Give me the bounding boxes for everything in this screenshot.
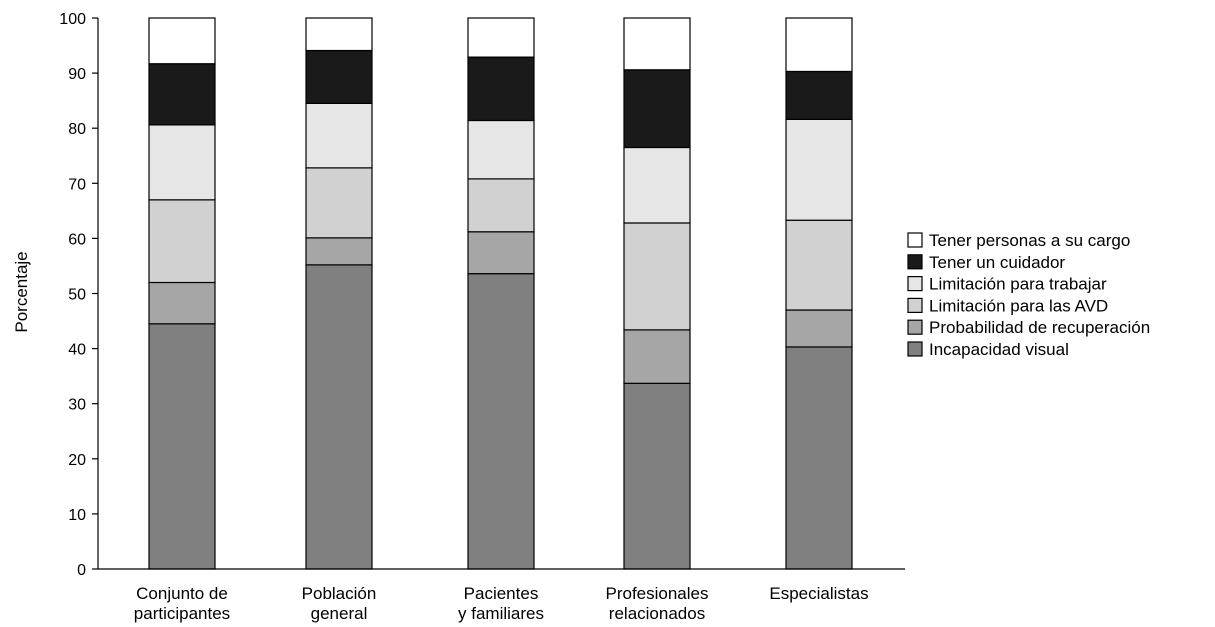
y-tick-label: 100 <box>59 11 86 28</box>
bar-segment-limitacion-para-trabajar-1 <box>148 124 216 201</box>
y-tick-label: 80 <box>68 121 86 138</box>
legend-label: Incapacidad visual <box>929 340 1069 359</box>
y-tick-label: 40 <box>68 342 86 359</box>
legend-swatch <box>907 319 923 335</box>
legend-swatch <box>907 341 923 357</box>
x-category-label: Especialistas <box>769 584 868 603</box>
legend-label: Limitación para las AVD <box>929 296 1108 315</box>
y-tick-label: 50 <box>68 287 86 304</box>
bar-segment-limitacion-para-trabajar-3 <box>467 119 535 180</box>
bar-segment-tener-un-cuidador-1 <box>148 63 216 126</box>
legend-swatch <box>907 297 923 313</box>
y-axis-title: Porcentaje <box>12 251 31 332</box>
y-tick-label: 90 <box>68 66 86 83</box>
legend-item-limitacion-para-trabajar: Limitación para trabajar <box>907 275 1107 294</box>
bar-segment-tener-un-cuidador-2 <box>305 49 373 105</box>
y-tick-label: 10 <box>68 507 86 524</box>
y-tick-label: 0 <box>77 562 86 579</box>
bar-segment-incapacidad-visual-1 <box>148 323 216 570</box>
bar-segment-limitacion-para-las-avd-5 <box>785 219 853 311</box>
bar-segment-tener-un-cuidador-4 <box>623 69 691 149</box>
x-category-label: Conjunto de participantes <box>134 584 230 623</box>
legend-item-limitacion-para-las-avd: Limitación para las AVD <box>907 296 1108 315</box>
y-tick-label: 70 <box>68 176 86 193</box>
x-axis: Conjunto de participantes Población general… <box>98 568 905 623</box>
y-tick-label: 30 <box>68 397 86 414</box>
bar-segment-incapacidad-visual-4 <box>623 382 691 570</box>
legend-label: Probabilidad de recuperación <box>929 318 1150 337</box>
bar-segment-probabilidad-de-recuperacion-4 <box>623 329 691 384</box>
legend-item-incapacidad-visual: Incapacidad visual <box>907 340 1069 359</box>
bar-segment-limitacion-para-las-avd-2 <box>305 167 373 239</box>
bar-segment-incapacidad-visual-2 <box>305 264 373 570</box>
legend-item-tener-personas-a-su-cargo: Tener personas a su cargo <box>907 231 1130 250</box>
legend-label: Limitación para trabajar <box>929 275 1107 294</box>
legend-swatch <box>907 232 923 248</box>
x-category-label: Pacientes y familiares <box>458 584 544 623</box>
bar-stack-pacientes-y-familiares <box>467 17 535 570</box>
bar-segment-probabilidad-de-recuperacion-5 <box>785 309 853 348</box>
legend-label: Tener un cuidador <box>929 253 1065 272</box>
bar-stack-especialistas <box>785 17 853 570</box>
bar-segment-limitacion-para-trabajar-2 <box>305 102 373 169</box>
x-category-label: Profesionales relacionados <box>605 584 708 623</box>
bar-segment-tener-un-cuidador-3 <box>467 56 535 122</box>
legend-label: Tener personas a su cargo <box>929 231 1130 250</box>
bar-segment-probabilidad-de-recuperacion-3 <box>467 231 535 275</box>
legend-swatch <box>907 254 923 270</box>
bar-segment-tener-personas-a-su-cargo-3 <box>467 17 535 58</box>
bar-segment-incapacidad-visual-5 <box>785 346 853 570</box>
bar-stack-poblacion-general <box>305 17 373 570</box>
bar-segment-limitacion-para-trabajar-4 <box>623 146 691 224</box>
x-category-label: Población general <box>302 584 377 623</box>
bar-segment-tener-personas-a-su-cargo-2 <box>305 17 373 52</box>
bar-segment-incapacidad-visual-3 <box>467 273 535 570</box>
bar-segment-tener-personas-a-su-cargo-4 <box>623 17 691 71</box>
legend-item-probabilidad-de-recuperacion: Probabilidad de recuperación <box>907 318 1150 337</box>
y-tick-label: 20 <box>68 452 86 469</box>
legend-swatch <box>907 276 923 292</box>
bar-segment-limitacion-para-las-avd-1 <box>148 199 216 284</box>
bar-segment-tener-personas-a-su-cargo-5 <box>785 17 853 73</box>
legend-item-tener-un-cuidador: Tener un cuidador <box>907 253 1065 272</box>
y-axis: 0 10 20 30 40 50 60 70 80 90 100 <box>59 11 99 579</box>
plot-area <box>148 17 853 570</box>
bar-segment-probabilidad-de-recuperacion-1 <box>148 281 216 325</box>
bar-stack-profesionales-relacionados <box>623 17 691 570</box>
y-tick-label: 60 <box>68 231 86 248</box>
bar-segment-limitacion-para-las-avd-3 <box>467 178 535 233</box>
bar-segment-tener-personas-a-su-cargo-1 <box>148 17 216 65</box>
bar-stack-conjunto-de-participantes <box>148 17 216 570</box>
bar-segment-limitacion-para-las-avd-4 <box>623 222 691 331</box>
legend: Tener personas a su cargo Tener un cuidad… <box>907 231 1150 359</box>
bar-segment-tener-un-cuidador-5 <box>785 70 853 120</box>
bar-segment-probabilidad-de-recuperacion-2 <box>305 237 373 266</box>
bar-segment-limitacion-para-trabajar-5 <box>785 118 853 221</box>
